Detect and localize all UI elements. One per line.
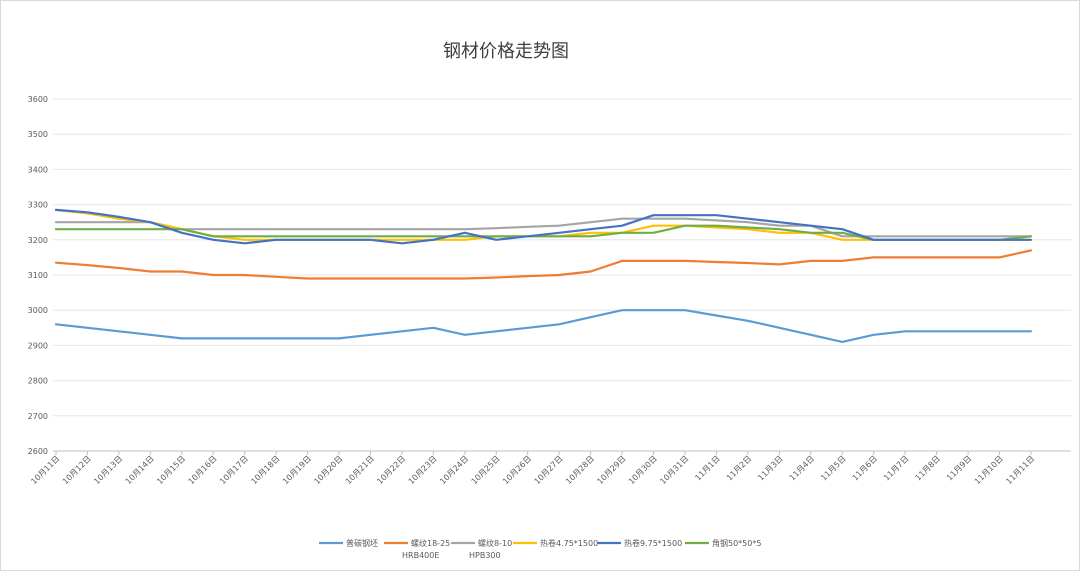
x-tick-label: 11月9日	[945, 454, 973, 482]
x-tick-label: 10月20日	[312, 454, 344, 486]
x-tick-label: 10月24日	[438, 454, 470, 486]
x-tick-label: 11月4日	[788, 454, 816, 482]
x-tick-label: 10月28日	[564, 454, 596, 486]
legend-label-sub: HRB400E	[402, 551, 439, 560]
x-tick-label: 10月15日	[155, 454, 187, 486]
y-tick-label: 3500	[28, 130, 48, 139]
x-tick-label: 10月23日	[407, 454, 439, 486]
x-tick-label: 10月13日	[92, 454, 124, 486]
x-tick-label: 10月18日	[249, 454, 281, 486]
legend-label: 螺纹18-25	[411, 538, 450, 548]
x-tick-label: 10月16日	[187, 454, 219, 486]
legend-label-sub: HPB300	[469, 551, 501, 560]
x-tick-label: 10月30日	[627, 454, 659, 486]
y-tick-label: 3100	[28, 271, 48, 280]
x-tick-label: 11月11日	[1004, 454, 1036, 486]
legend-label: 螺纹8-10	[478, 538, 512, 548]
y-axis: 2600 2700 2800 2900 3000 3100 3200 3300 3400 3500…	[28, 95, 48, 456]
x-tick-label: 10月22日	[375, 454, 407, 486]
x-tick-label: 10月25日	[470, 454, 502, 486]
x-tick-label: 10月29日	[595, 454, 627, 486]
y-tick-label: 3400	[28, 165, 48, 174]
x-tick-label: 10月26日	[501, 454, 533, 486]
x-tick-label: 10月21日	[344, 454, 376, 486]
legend-label: 普碳钢坯	[346, 538, 378, 548]
x-tick-label: 11月8日	[914, 454, 942, 482]
y-tick-label: 3000	[28, 306, 48, 315]
chart-title: 钢材价格走势图	[443, 41, 569, 62]
series-line-3	[54, 217, 1033, 238]
x-tick-label: 11月5日	[819, 454, 847, 482]
y-tick-label: 3200	[28, 236, 48, 245]
legend-label: 热卷4.75*1500	[540, 538, 598, 548]
legend: 普碳钢坯 螺纹18-25 HRB400E 螺纹8-10 HPB300 热卷4.75*150…	[319, 538, 761, 560]
legend-label: 热卷9.75*1500	[624, 538, 682, 548]
y-tick-label: 2600	[28, 447, 48, 456]
x-tick-label: 11月7日	[882, 454, 910, 482]
x-tick-label: 10月14日	[124, 454, 156, 486]
x-tick-label: 11月2日	[725, 454, 753, 482]
x-tick-label: 11月1日	[693, 454, 721, 482]
series-line-2	[54, 249, 1033, 280]
x-tick-label: 10月17日	[218, 454, 250, 486]
y-tick-label: 3600	[28, 95, 48, 104]
x-tick-label: 10月27日	[533, 454, 565, 486]
y-tick-label: 3300	[28, 201, 48, 210]
y-tick-label: 2900	[28, 341, 48, 350]
series-line-1	[54, 309, 1033, 343]
y-tick-label: 2700	[28, 412, 48, 421]
y-tick-label: 2800	[28, 377, 48, 386]
series-line-5	[54, 208, 1033, 245]
x-tick-label: 11月3日	[756, 454, 784, 482]
x-tick-label: 10月11日	[29, 454, 61, 486]
x-tick-label: 10月12日	[61, 454, 93, 486]
x-tick-label: 11月10日	[973, 454, 1005, 486]
x-tick-label: 10月31日	[658, 454, 690, 486]
series-layer	[54, 208, 1033, 343]
x-tick-label: 10月19日	[281, 454, 313, 486]
x-tick-label: 11月6日	[851, 454, 879, 482]
legend-label: 角钢50*50*5	[712, 538, 761, 548]
x-axis: 10月11日 10月12日 10月13日 10月14日 10月15日 10月16日 10月1…	[29, 451, 1036, 486]
